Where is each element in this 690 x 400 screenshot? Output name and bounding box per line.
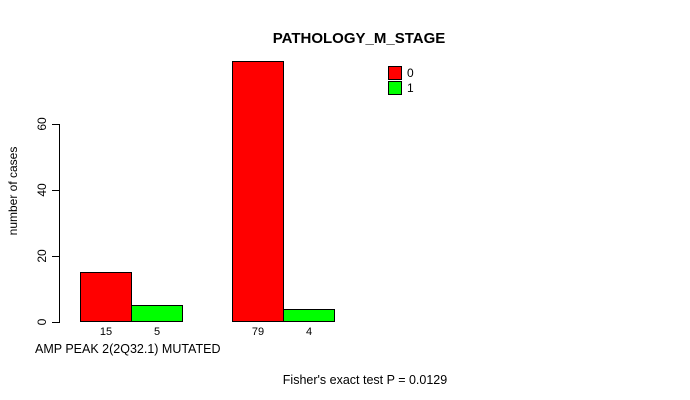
y-tick-mark: [52, 322, 59, 323]
legend-swatch-1: [388, 81, 402, 95]
bar-value-label: 15: [99, 326, 113, 338]
bar-series-1-group-2: [283, 309, 335, 322]
y-tick-mark: [52, 124, 59, 125]
y-axis-label: number of cases: [6, 146, 20, 236]
bar-value-label: 79: [251, 326, 265, 338]
legend-label-1: 1: [407, 81, 414, 95]
y-tick-mark: [52, 190, 59, 191]
bar-value-label: 4: [305, 326, 313, 338]
bar-series-1-group-1: [131, 305, 183, 322]
bar-value-label: 5: [153, 326, 161, 338]
x-axis-label: AMP PEAK 2(2Q32.1) MUTATED: [35, 342, 221, 356]
bar-series-0-group-1: [80, 272, 132, 322]
y-axis-line: [59, 124, 60, 323]
y-tick-label: 0: [35, 318, 49, 326]
fisher-test-annotation: Fisher's exact test P = 0.0129: [282, 373, 448, 387]
y-tick-mark: [52, 256, 59, 257]
legend-swatch-0: [388, 66, 402, 80]
bar-series-0-group-2: [232, 61, 284, 322]
legend-label-0: 0: [407, 66, 414, 80]
y-tick-label: 60: [35, 117, 49, 131]
chart-title: PATHOLOGY_M_STAGE: [272, 30, 446, 47]
y-tick-label: 20: [35, 249, 49, 263]
y-tick-label: 40: [35, 183, 49, 197]
